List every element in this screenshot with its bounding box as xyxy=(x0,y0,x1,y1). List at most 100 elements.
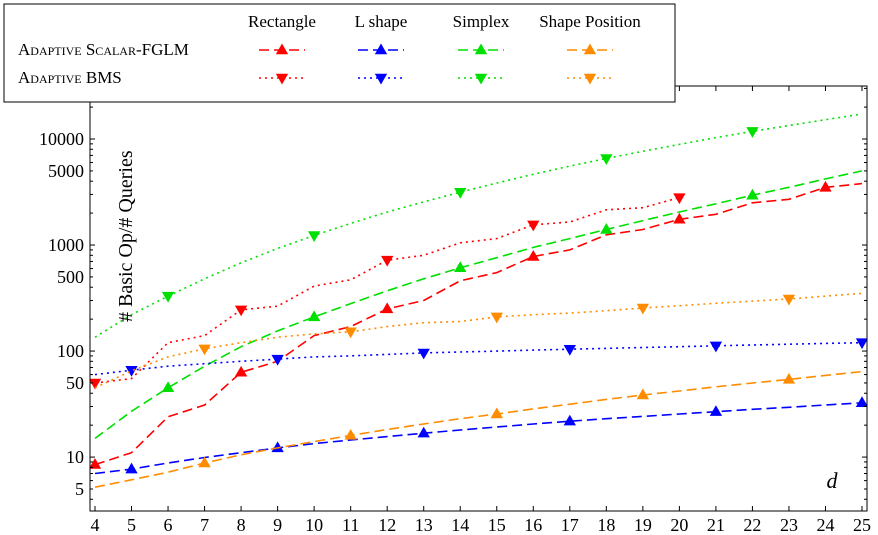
adaptive-scalar-fglm-rectangle-point xyxy=(673,212,686,224)
y-axis: 5 10 50 100 500 1000 5000 10000 xyxy=(39,87,867,500)
x-axis-title: d xyxy=(827,468,839,493)
adaptive-bms-rectangle-point xyxy=(381,255,394,267)
legend-column-shape-position: Shape Position xyxy=(539,12,641,31)
adaptive-bms-l-shape-point xyxy=(125,365,138,377)
x-tick-label: 5 xyxy=(127,515,136,535)
adaptive-scalar-fglm-l-shape-point xyxy=(709,405,723,416)
adaptive-scalar-fglm-rectangle-line xyxy=(94,182,863,466)
legend-swatch-marker xyxy=(474,43,488,55)
adaptive-scalar-fglm-shape-position-point xyxy=(636,388,650,400)
adaptive-scalar-fglm-simplex-point xyxy=(600,223,613,234)
legend-swatch-marker xyxy=(583,73,597,85)
x-tick-label: 7 xyxy=(200,515,209,535)
y-tick-label: 50 xyxy=(66,373,84,393)
adaptive-scalar-fglm-rectangle-point xyxy=(527,249,540,261)
adaptive-bms-rectangle-point xyxy=(234,305,248,317)
x-tick-label: 4 xyxy=(91,515,100,535)
adaptive-bms-simplex-line xyxy=(94,113,863,338)
adaptive-scalar-fglm-l-shape-point xyxy=(855,396,867,408)
x-tick-label: 25 xyxy=(853,515,871,535)
x-tick-label: 22 xyxy=(743,515,761,535)
legend-swatch-marker xyxy=(275,73,289,85)
x-tick-label: 18 xyxy=(597,515,615,535)
adaptive-bms-l-shape-point xyxy=(709,341,723,353)
legend-column-rectangle: Rectangle xyxy=(248,12,316,31)
adaptive-scalar-fglm-simplex-point xyxy=(307,310,321,322)
adaptive-bms-simplex-point xyxy=(746,127,759,138)
adaptive-scalar-fglm-shape-position-point xyxy=(490,407,503,419)
x-tick-label: 8 xyxy=(237,515,246,535)
x-tick-label: 6 xyxy=(164,515,173,535)
legend-swatch-marker xyxy=(474,73,488,85)
legend-swatch-marker xyxy=(374,43,388,55)
legend-column-simplex: Simplex xyxy=(453,12,510,31)
x-tick-label: 12 xyxy=(378,515,396,535)
x-tick-label: 11 xyxy=(342,515,359,535)
legend-swatch-marker xyxy=(275,43,289,55)
x-tick-label: 23 xyxy=(780,515,798,535)
plot-series xyxy=(90,113,867,488)
adaptive-bms-shape-position-point xyxy=(344,327,357,339)
adaptive-scalar-fglm-l-shape-point xyxy=(271,441,284,453)
adaptive-scalar-fglm-rectangle-point xyxy=(234,365,248,377)
adaptive-scalar-fglm-rectangle-point xyxy=(90,458,102,469)
adaptive-scalar-fglm-l-shape-point xyxy=(125,462,138,474)
adaptive-scalar-fglm-shape-position-line xyxy=(94,370,863,488)
legend-swatch-marker xyxy=(374,73,388,85)
legend-box xyxy=(3,3,676,103)
legend: Rectangle L shape Simplex Shape Position Ada… xyxy=(3,3,676,103)
adaptive-bms-shape-position-point xyxy=(490,312,503,324)
adaptive-scalar-fglm-l-shape-point xyxy=(563,414,576,426)
adaptive-bms-shape-position-point xyxy=(782,294,796,306)
x-tick-label: 20 xyxy=(670,515,688,535)
adaptive-bms-shape-position-point xyxy=(636,303,650,315)
adaptive-bms-rectangle-line xyxy=(94,196,680,384)
adaptive-bms-l-shape-point xyxy=(855,338,867,350)
y-tick-label: 10 xyxy=(66,447,84,467)
adaptive-bms-shape-position-line xyxy=(94,292,863,389)
y-tick-label: 10000 xyxy=(39,129,84,149)
adaptive-scalar-fglm-simplex-point xyxy=(746,188,759,200)
adaptive-scalar-fglm-shape-position-point xyxy=(782,372,796,384)
adaptive-scalar-fglm-rectangle-point xyxy=(381,302,394,314)
x-tick-label: 17 xyxy=(561,515,579,535)
legend-column-l-shape: L shape xyxy=(355,12,408,31)
x-tick-label: 16 xyxy=(524,515,542,535)
legend-swatch-marker xyxy=(583,43,597,55)
adaptive-scalar-fglm-shape-position-point xyxy=(198,456,211,468)
adaptive-bms-rectangle-point xyxy=(673,193,686,205)
adaptive-scalar-fglm-shape-position-point xyxy=(344,428,357,440)
adaptive-bms-simplex-point xyxy=(161,291,175,303)
adaptive-scalar-fglm-l-shape-point xyxy=(417,426,430,438)
y-tick-label: 100 xyxy=(57,341,84,361)
adaptive-bms-l-shape-point xyxy=(563,345,576,356)
x-tick-label: 9 xyxy=(273,515,282,535)
plot-frame xyxy=(89,85,868,512)
adaptive-scalar-fglm-simplex-line xyxy=(94,170,863,440)
adaptive-bms-l-shape-point xyxy=(417,348,430,360)
adaptive-bms-shape-position-point xyxy=(198,344,211,356)
adaptive-bms-l-shape-point xyxy=(271,354,284,366)
x-tick-label: 19 xyxy=(634,515,652,535)
legend-row-adaptive-bms: Adaptive BMS xyxy=(18,68,122,87)
adaptive-scalar-fglm-l-shape-line xyxy=(94,402,863,475)
adaptive-bms-simplex-point xyxy=(307,231,321,242)
x-axis: 4 5 6 7 8 9 10 11 12 13 14 15 16 17 18 19 20 21 22 23 24 25 xyxy=(91,86,871,535)
adaptive-scalar-fglm-rectangle-point xyxy=(819,180,832,192)
adaptive-bms-l-shape-line xyxy=(94,341,863,376)
adaptive-bms-rectangle-point xyxy=(90,378,102,390)
x-tick-label: 14 xyxy=(451,515,469,535)
x-tick-label: 10 xyxy=(305,515,323,535)
y-tick-label: 500 xyxy=(57,267,84,287)
y-tick-label: 1000 xyxy=(48,235,84,255)
x-tick-label: 24 xyxy=(816,515,834,535)
legend-row-adaptive-scalar-fglm: Adaptive Scalar-FGLM xyxy=(18,40,189,59)
adaptive-bms-simplex-point xyxy=(454,187,467,199)
x-tick-label: 13 xyxy=(415,515,433,535)
x-tick-label: 15 xyxy=(488,515,506,535)
adaptive-scalar-fglm-simplex-point xyxy=(454,261,467,273)
adaptive-bms-rectangle-point xyxy=(527,220,540,232)
adaptive-bms-simplex-point xyxy=(600,154,613,165)
y-axis-title: # Basic Op/# Queries xyxy=(115,150,137,322)
